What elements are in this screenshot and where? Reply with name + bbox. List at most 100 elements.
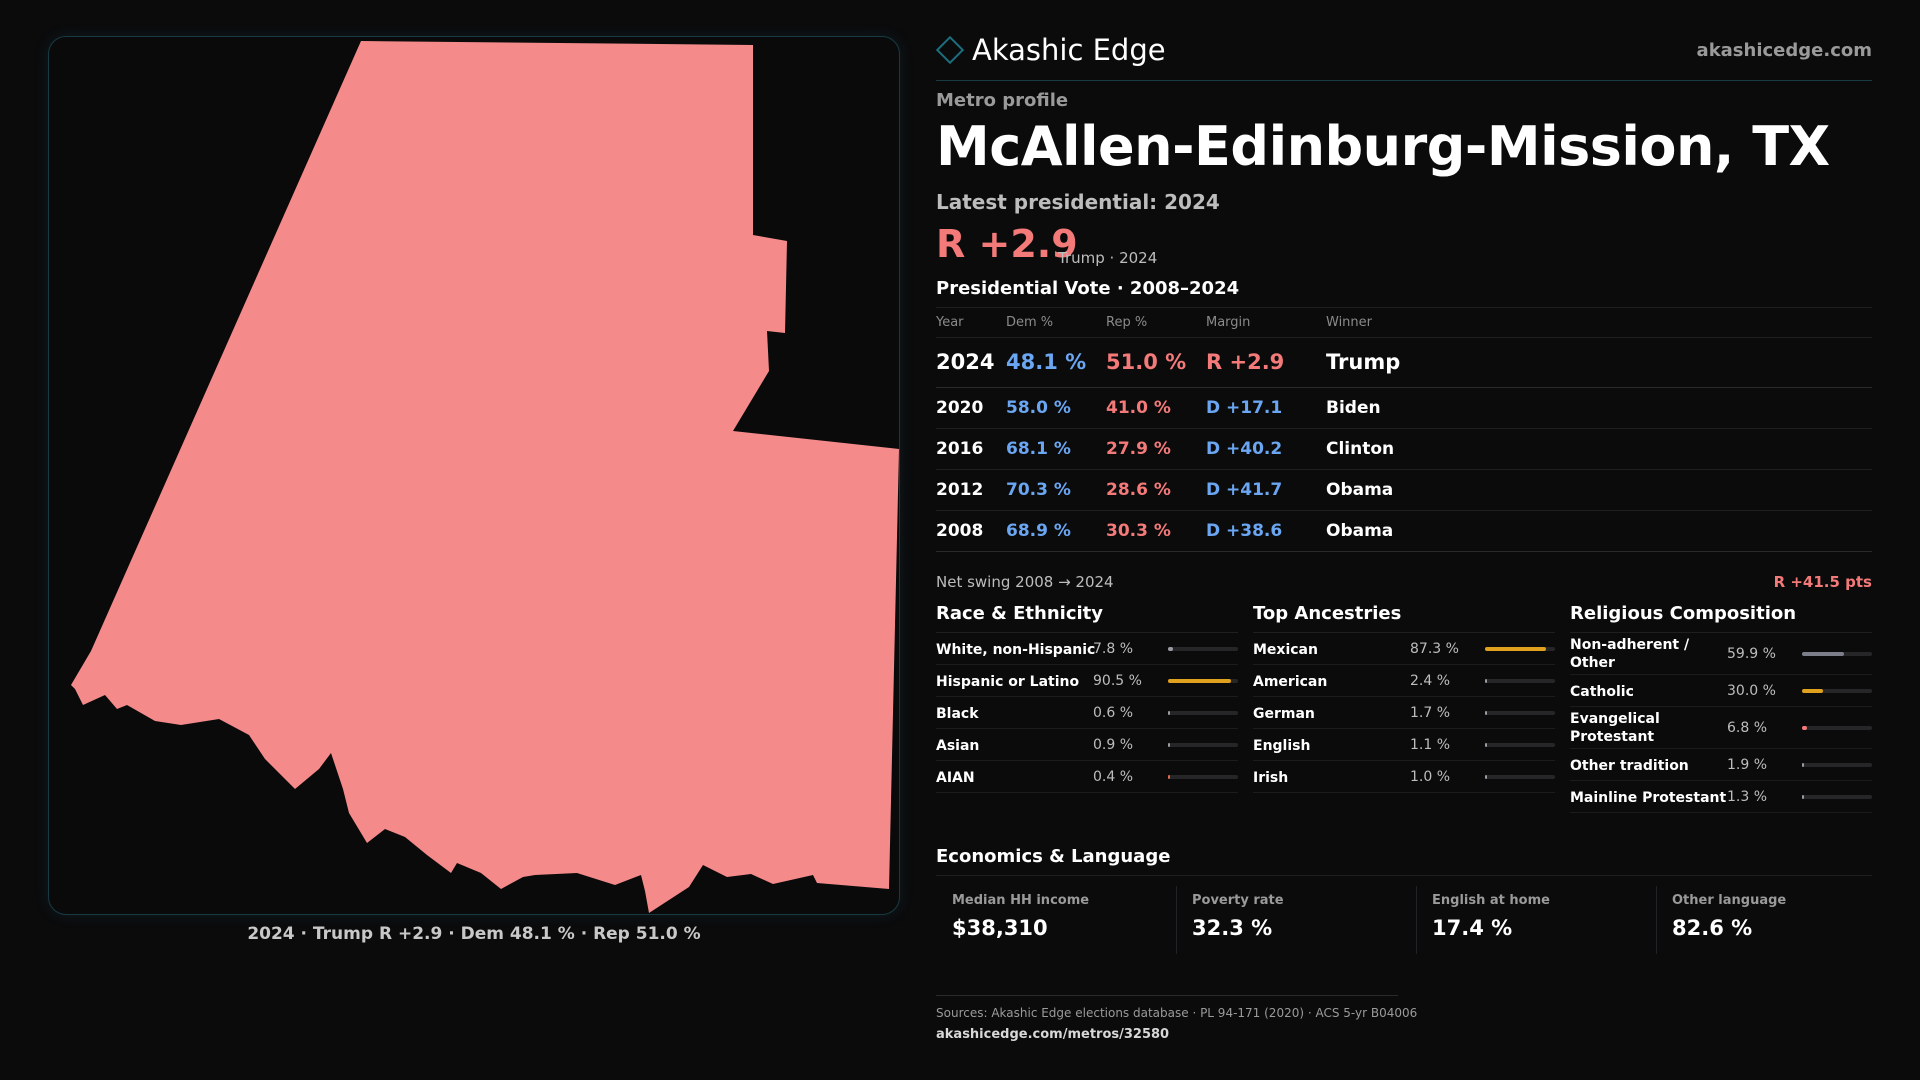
ancestry-row-label: Mexican [1253, 642, 1318, 658]
race-rows: White, non-Hispanic 7.8 % Hispanic or Lati… [936, 633, 1238, 793]
cell-rep: 27.9 % [1106, 439, 1171, 459]
header-year: Year [936, 315, 964, 330]
econ-card-poverty: Poverty rate 32.3 % [1176, 886, 1406, 954]
header-winner: Winner [1326, 315, 1373, 330]
metro-shape[interactable] [71, 41, 899, 913]
race-row-value: 7.8 % [1093, 641, 1134, 657]
ancestry-row-value: 2.4 % [1410, 673, 1451, 689]
ancestry-row-bar-track [1485, 743, 1555, 747]
header-dem: Dem % [1006, 315, 1054, 330]
race-row: AIAN 0.4 % [936, 761, 1238, 793]
religion-row-value: 30.0 % [1727, 683, 1776, 699]
econ-card-income: Median HH income $38,310 [936, 886, 1166, 954]
cell-dem: 70.3 % [1006, 480, 1071, 500]
footer-divider [936, 995, 1398, 996]
religion-row: Non-adherent / Other 59.9 % [1570, 633, 1872, 675]
race-row-value: 0.4 % [1093, 769, 1134, 785]
religion-row: Other tradition 1.9 % [1570, 749, 1872, 781]
econ-card-divider [1656, 886, 1657, 954]
metro-url-link[interactable]: akashicedge.com/metros/32580 [936, 1027, 1170, 1042]
cell-rep: 41.0 % [1106, 398, 1171, 418]
ancestry-row: English 1.1 % [1253, 729, 1555, 761]
race-row-label: AIAN [936, 770, 975, 786]
brand-url-link[interactable]: akashicedge.com [1696, 40, 1872, 61]
race-row-bar-track [1168, 711, 1238, 715]
race-row-bar-track [1168, 743, 1238, 747]
race-row: Hispanic or Latino 90.5 % [936, 665, 1238, 697]
econ-label: Poverty rate [1192, 893, 1284, 908]
race-row: Asian 0.9 % [936, 729, 1238, 761]
ancestry-row-label: English [1253, 738, 1311, 754]
religion-panel-title: Religious Composition [1570, 603, 1872, 633]
cell-dem: 68.1 % [1006, 439, 1071, 459]
net-swing-label: Net swing 2008 → 2024 [936, 573, 1114, 591]
ancestry-panel-title: Top Ancestries [1253, 603, 1555, 633]
econ-value: 82.6 % [1672, 916, 1753, 940]
religion-row-label: Evangelical Protestant [1570, 711, 1660, 745]
brand[interactable]: Akashic Edge [935, 30, 1166, 70]
metro-map[interactable] [48, 36, 900, 915]
cell-winner: Obama [1326, 480, 1394, 500]
ancestry-row-bar-track [1485, 711, 1555, 715]
race-panel: Race & Ethnicity White, non-Hispanic 7.8 … [936, 603, 1238, 793]
ancestry-row-label: German [1253, 706, 1315, 722]
religion-row-bar-track [1802, 726, 1872, 730]
race-row: White, non-Hispanic 7.8 % [936, 633, 1238, 665]
cell-winner: Obama [1326, 521, 1394, 541]
table-row: 2016 68.1 % 27.9 % D +40.2 Clinton [936, 428, 1872, 469]
race-row-bar-track [1168, 775, 1238, 779]
sources-note: Sources: Akashic Edge elections database… [936, 1006, 1418, 1020]
cell-year: 2024 [936, 350, 995, 374]
religion-row-bar-fill [1802, 763, 1804, 767]
cell-rep: 28.6 % [1106, 480, 1171, 500]
cell-margin: D +41.7 [1206, 480, 1283, 500]
cell-winner: Trump [1326, 350, 1401, 374]
religion-row-value: 1.3 % [1727, 789, 1768, 805]
ancestry-row-value: 87.3 % [1410, 641, 1459, 657]
table-row: 2008 68.9 % 30.3 % D +38.6 Obama [936, 510, 1872, 551]
eyebrow: Metro profile [936, 90, 1069, 111]
net-swing-value: R +41.5 pts [1773, 573, 1872, 591]
race-row-value: 90.5 % [1093, 673, 1142, 689]
ancestry-row-value: 1.1 % [1410, 737, 1451, 753]
religion-row: Evangelical Protestant 6.8 % [1570, 707, 1872, 749]
table-row: 2020 58.0 % 41.0 % D +17.1 Biden [936, 387, 1872, 428]
religion-row-bar-fill [1802, 795, 1804, 799]
race-row-bar-fill [1168, 775, 1170, 779]
econ-value: $38,310 [952, 916, 1048, 940]
cell-dem: 58.0 % [1006, 398, 1071, 418]
econ-card-divider [1416, 886, 1417, 954]
race-row-value: 0.6 % [1093, 705, 1134, 721]
econ-value: 17.4 % [1432, 916, 1513, 940]
religion-row-label: Non-adherent / Other [1570, 637, 1690, 671]
econ-label: English at home [1432, 893, 1550, 908]
vote-table: Year Dem % Rep % Margin Winner 2024 48.1… [936, 307, 1872, 552]
table-row: 2012 70.3 % 28.6 % D +41.7 Obama [936, 469, 1872, 510]
ancestry-row: Irish 1.0 % [1253, 761, 1555, 793]
econ-label: Median HH income [952, 893, 1090, 908]
cell-rep: 30.3 % [1106, 521, 1171, 541]
vote-table-title: Presidential Vote · 2008–2024 [936, 278, 1240, 299]
econ-card-divider [1176, 886, 1177, 954]
page-title: McAllen-Edinburg-Mission, TX [936, 115, 1830, 178]
ancestry-row-bar-fill [1485, 711, 1487, 715]
brand-name: Akashic Edge [972, 33, 1166, 67]
race-row-value: 0.9 % [1093, 737, 1134, 753]
religion-row-bar-fill [1802, 652, 1844, 656]
race-row-bar-fill [1168, 647, 1174, 651]
headline-winner: Trump · 2024 [1058, 249, 1158, 267]
race-row-bar-track [1168, 679, 1238, 683]
ancestry-row-label: American [1253, 674, 1328, 690]
header-rep: Rep % [1106, 315, 1148, 330]
metro-map-svg [71, 41, 899, 913]
cell-winner: Clinton [1326, 439, 1395, 459]
header-divider [936, 80, 1872, 81]
cell-year: 2020 [936, 398, 984, 418]
race-row-label: White, non-Hispanic [936, 642, 1096, 658]
econ-value: 32.3 % [1192, 916, 1273, 940]
cell-rep: 51.0 % [1106, 350, 1187, 374]
religion-row: Mainline Protestant 1.3 % [1570, 781, 1872, 813]
ancestry-row-bar-fill [1485, 775, 1487, 779]
race-row-bar-fill [1168, 679, 1232, 683]
ancestry-row: German 1.7 % [1253, 697, 1555, 729]
